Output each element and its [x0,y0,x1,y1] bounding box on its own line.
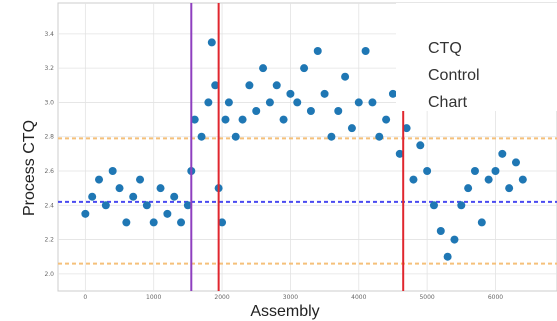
data-point [436,227,445,235]
data-point [190,115,199,124]
data-point [207,38,216,47]
data-point [197,132,206,141]
data-point [272,81,281,90]
data-point [300,64,309,73]
y-tick-label: 2.6 [44,168,54,175]
x-tick-label: 5000 [419,294,434,301]
data-point [81,209,90,218]
data-point [491,167,500,175]
data-point [361,47,370,55]
x-tick-label: 0 [83,294,87,301]
data-point [115,184,124,193]
grid-lines [58,3,557,291]
x-tick-label: 1000 [146,294,161,301]
data-point [252,107,261,115]
data-point [313,47,322,55]
data-point [224,98,233,107]
data-point [511,158,520,167]
data-point [477,218,486,227]
y-tick-label: 3.0 [44,99,54,106]
annotation-box [396,3,557,111]
data-point [341,72,350,81]
x-tick-label: 3000 [283,294,298,301]
y-axis-label: Process CTQ [21,120,38,216]
data-point [518,175,527,184]
control-limit-lines [58,137,557,265]
data-point [354,98,363,107]
y-tick-label: 2.8 [44,134,54,141]
x-tick-label: 2000 [214,294,229,301]
data-point [443,252,452,261]
data-point [177,218,186,227]
data-point [129,192,138,201]
annotation-line-1: CTQ [428,40,462,57]
data-point [368,98,377,107]
data-point [409,175,418,184]
tick-labels: 2.0 2.2 2.4 2.6 2.8 3.0 3.2 3.4 0 1000 2000 3000 400… [44,31,503,301]
data-point [457,201,466,210]
data-point [286,89,295,98]
data-point [293,98,302,107]
data-point [238,115,247,124]
data-point [163,209,172,218]
data-point [108,167,117,175]
x-tick-label: 4000 [351,294,366,301]
data-point [327,132,336,141]
data-point [347,124,356,133]
data-points [81,38,527,261]
data-point [95,175,104,184]
data-point [416,141,425,150]
data-point [136,175,145,184]
data-point [218,218,227,227]
data-point [221,115,230,124]
data-point [101,201,110,210]
y-tick-label: 2.2 [44,237,54,244]
data-point [142,201,151,210]
data-point [470,167,479,175]
annotation-line-2: Control [428,67,480,84]
y-tick-label: 2.0 [44,271,54,278]
data-point [149,218,158,227]
y-tick-label: 3.4 [44,31,54,38]
data-point [429,201,438,210]
data-point [170,192,179,201]
data-point [388,89,397,98]
y-tick-label: 2.4 [44,202,54,209]
data-point [498,149,507,158]
data-point [450,235,459,244]
data-point [375,132,384,141]
annotation-line-3: Chart [428,94,468,111]
data-point [122,218,131,227]
y-tick-label: 3.2 [44,65,54,72]
data-point [464,184,473,193]
data-point [279,115,288,124]
data-point [382,115,391,124]
data-point [423,167,432,175]
data-point [156,184,165,193]
data-point [306,107,315,115]
data-point [402,124,411,133]
data-point [259,64,268,73]
data-point [505,184,514,193]
data-point [211,81,220,90]
data-point [88,192,97,201]
data-point [183,201,192,210]
data-point [204,98,213,107]
data-point [231,132,240,141]
x-tick-label: 6000 [488,294,503,301]
data-point [334,107,343,115]
data-point [245,81,254,90]
data-point [320,89,329,98]
x-axis-label: Assembly [250,303,319,320]
data-point [484,175,493,184]
data-point [265,98,274,107]
data-point [395,149,404,158]
